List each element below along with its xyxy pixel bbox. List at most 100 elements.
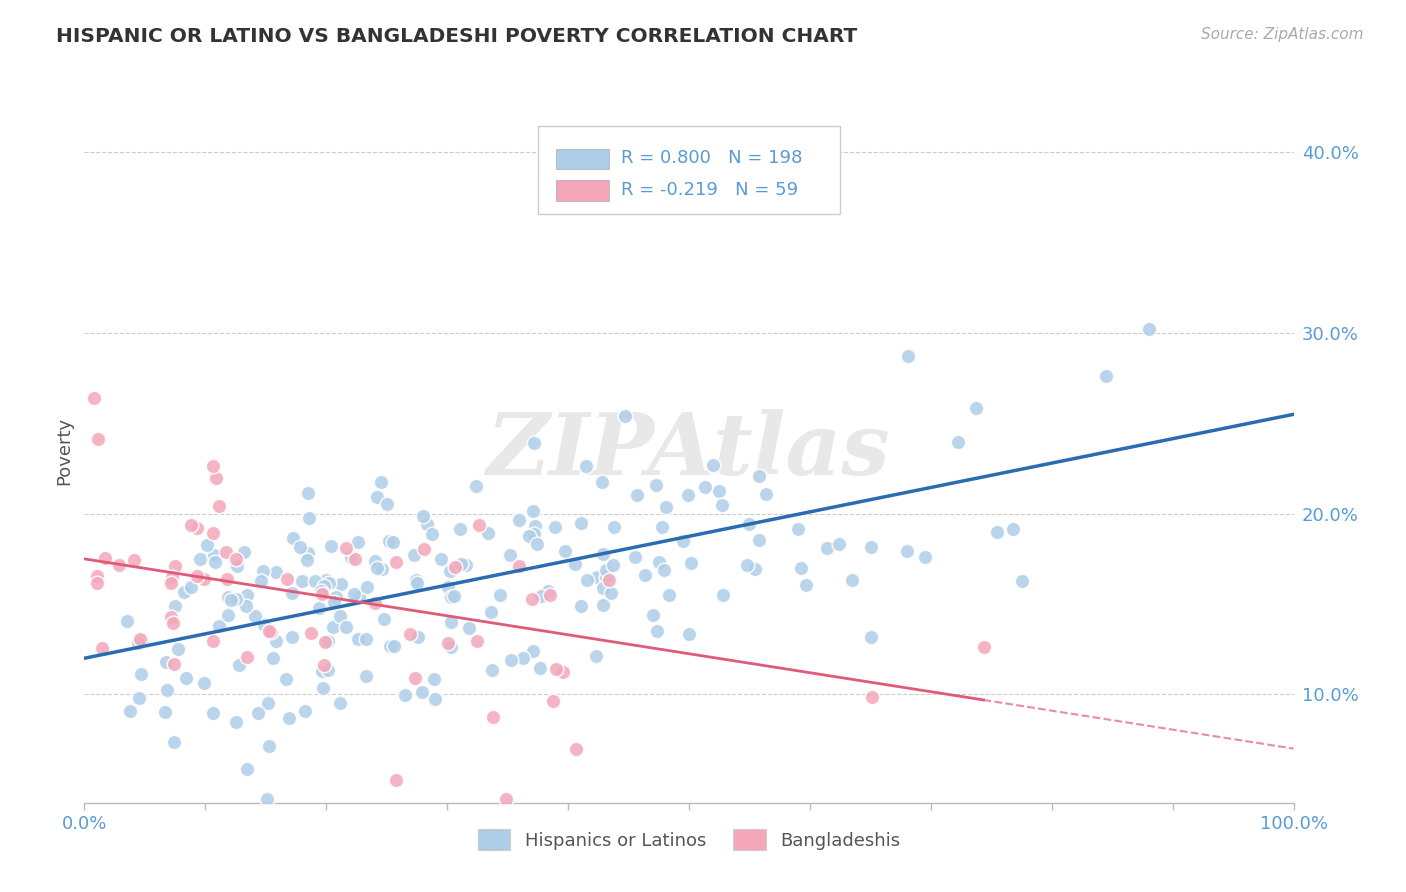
Point bbox=[488, 588, 510, 602]
Point bbox=[520, 592, 543, 607]
Point bbox=[626, 488, 648, 502]
Point bbox=[404, 671, 426, 685]
Point bbox=[575, 573, 598, 587]
Point bbox=[276, 572, 298, 586]
Point bbox=[243, 609, 266, 624]
Point bbox=[569, 599, 592, 614]
Point bbox=[522, 436, 544, 450]
Point bbox=[652, 563, 675, 577]
Point bbox=[986, 525, 1008, 540]
Point bbox=[398, 627, 420, 641]
Point bbox=[522, 503, 544, 517]
Point bbox=[250, 574, 273, 589]
Point bbox=[246, 706, 269, 721]
Point bbox=[405, 573, 427, 587]
Point bbox=[375, 496, 398, 510]
Text: Source: ZipAtlas.com: Source: ZipAtlas.com bbox=[1201, 27, 1364, 42]
Point bbox=[257, 624, 280, 638]
Point bbox=[655, 500, 678, 515]
Point bbox=[794, 578, 817, 592]
Point bbox=[156, 683, 179, 698]
Point bbox=[370, 475, 392, 490]
Point bbox=[702, 458, 724, 473]
Point bbox=[163, 657, 186, 671]
Point bbox=[439, 564, 461, 578]
Point bbox=[569, 516, 592, 530]
Point bbox=[544, 520, 567, 534]
Point bbox=[295, 553, 318, 567]
Point bbox=[456, 558, 478, 572]
Point bbox=[406, 631, 429, 645]
Point bbox=[236, 762, 259, 776]
Point bbox=[256, 792, 278, 806]
Point bbox=[595, 563, 617, 577]
Point bbox=[465, 633, 488, 648]
Point bbox=[202, 548, 225, 562]
Point bbox=[378, 533, 401, 548]
Point bbox=[592, 547, 614, 561]
Point bbox=[297, 485, 319, 500]
Point bbox=[86, 568, 108, 582]
Point bbox=[264, 566, 287, 580]
Point bbox=[86, 576, 108, 591]
Point bbox=[382, 534, 405, 549]
Point bbox=[464, 478, 486, 492]
Point bbox=[179, 580, 201, 594]
Point bbox=[354, 632, 377, 647]
Point bbox=[519, 529, 541, 543]
Point bbox=[288, 541, 311, 555]
Point bbox=[316, 663, 339, 677]
Point bbox=[129, 666, 152, 681]
Point bbox=[340, 549, 363, 564]
Point bbox=[314, 635, 336, 649]
Point bbox=[450, 557, 472, 571]
Point bbox=[226, 559, 249, 574]
Point bbox=[322, 620, 344, 634]
Point bbox=[613, 409, 636, 423]
Point bbox=[443, 589, 465, 603]
FancyBboxPatch shape bbox=[555, 148, 609, 169]
Point bbox=[257, 739, 280, 754]
Point bbox=[354, 669, 377, 683]
Point bbox=[526, 536, 548, 550]
Point bbox=[131, 632, 153, 647]
Point bbox=[537, 583, 560, 598]
Point bbox=[711, 588, 734, 602]
Point bbox=[523, 519, 546, 533]
Point bbox=[308, 601, 330, 615]
Point bbox=[508, 513, 530, 527]
Point bbox=[347, 535, 370, 549]
Point bbox=[693, 480, 716, 494]
Point bbox=[343, 552, 366, 566]
FancyBboxPatch shape bbox=[555, 180, 609, 201]
Point bbox=[603, 520, 626, 534]
Point bbox=[236, 650, 259, 665]
Point bbox=[440, 615, 463, 629]
Point bbox=[1139, 322, 1161, 336]
Point bbox=[748, 533, 770, 547]
Text: R = -0.219   N = 59: R = -0.219 N = 59 bbox=[621, 181, 799, 199]
Point bbox=[860, 630, 883, 644]
Point bbox=[160, 575, 183, 590]
Point bbox=[343, 587, 366, 601]
Point bbox=[522, 644, 544, 658]
Point bbox=[643, 608, 665, 623]
Point bbox=[373, 612, 395, 626]
Point bbox=[598, 573, 620, 587]
Point bbox=[366, 490, 388, 504]
Point bbox=[264, 634, 287, 648]
Point bbox=[897, 349, 920, 363]
Point bbox=[738, 517, 761, 532]
Point bbox=[523, 527, 546, 541]
Point bbox=[449, 522, 471, 536]
Point bbox=[356, 580, 378, 594]
Point bbox=[564, 742, 586, 756]
Point bbox=[592, 598, 614, 612]
Point bbox=[225, 715, 247, 730]
Point bbox=[382, 639, 405, 653]
Point bbox=[228, 658, 250, 673]
Point bbox=[299, 625, 322, 640]
Point bbox=[481, 710, 503, 724]
Point bbox=[411, 685, 433, 699]
Point bbox=[495, 792, 517, 806]
